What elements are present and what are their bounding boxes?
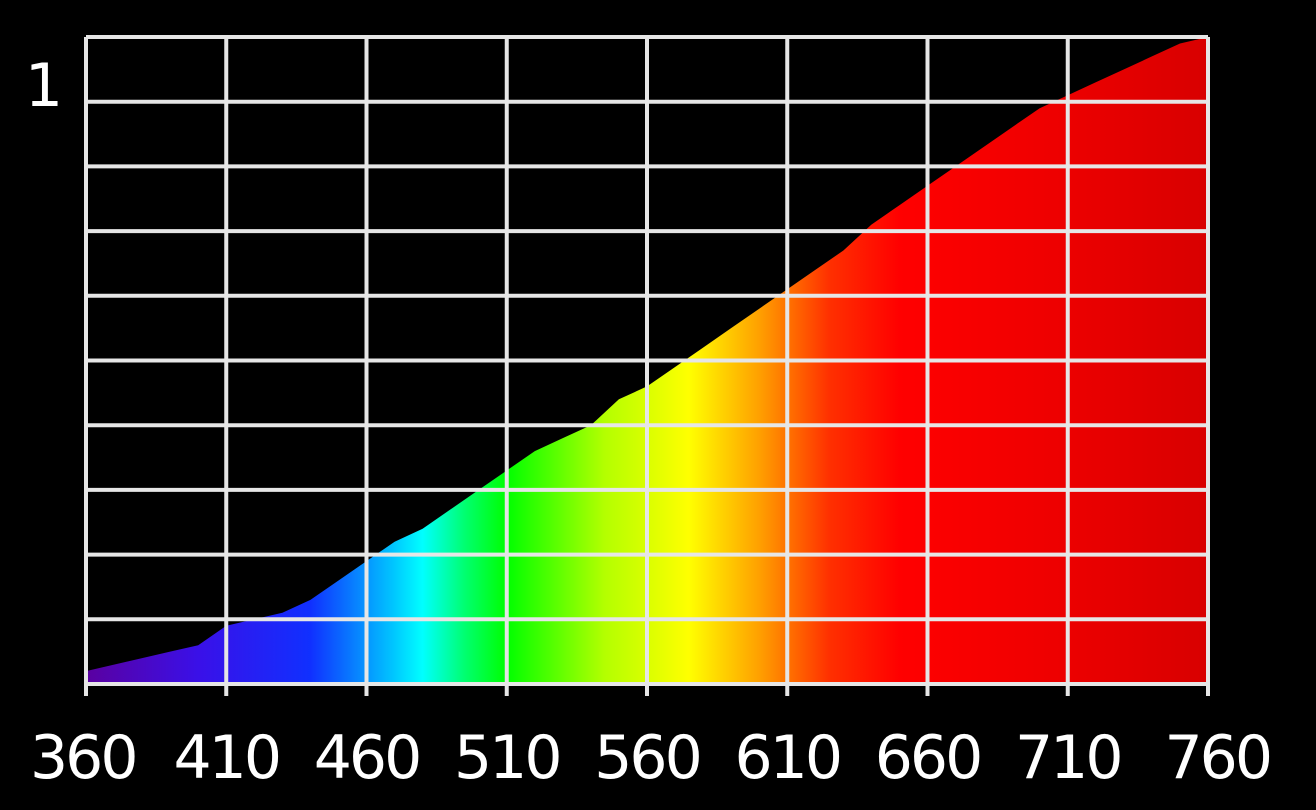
x-tick-label: 510 bbox=[454, 723, 560, 793]
y-tick-label: 1 bbox=[25, 51, 63, 121]
y-tick-labels: 1 bbox=[25, 51, 63, 121]
x-tick-label: 560 bbox=[594, 723, 700, 793]
x-tick-label: 460 bbox=[314, 723, 420, 793]
x-tick-label: 760 bbox=[1164, 723, 1270, 793]
grid bbox=[84, 35, 1210, 696]
x-tick-label: 410 bbox=[173, 723, 279, 793]
x-tick-labels: 360 410 460 510 560 610 660 710 760 bbox=[30, 723, 1273, 793]
x-tick-label: 710 bbox=[1015, 723, 1121, 793]
x-tick-label: 660 bbox=[875, 723, 981, 793]
x-tick-label: 610 bbox=[734, 723, 840, 793]
x-tick-label: 360 bbox=[30, 723, 136, 793]
